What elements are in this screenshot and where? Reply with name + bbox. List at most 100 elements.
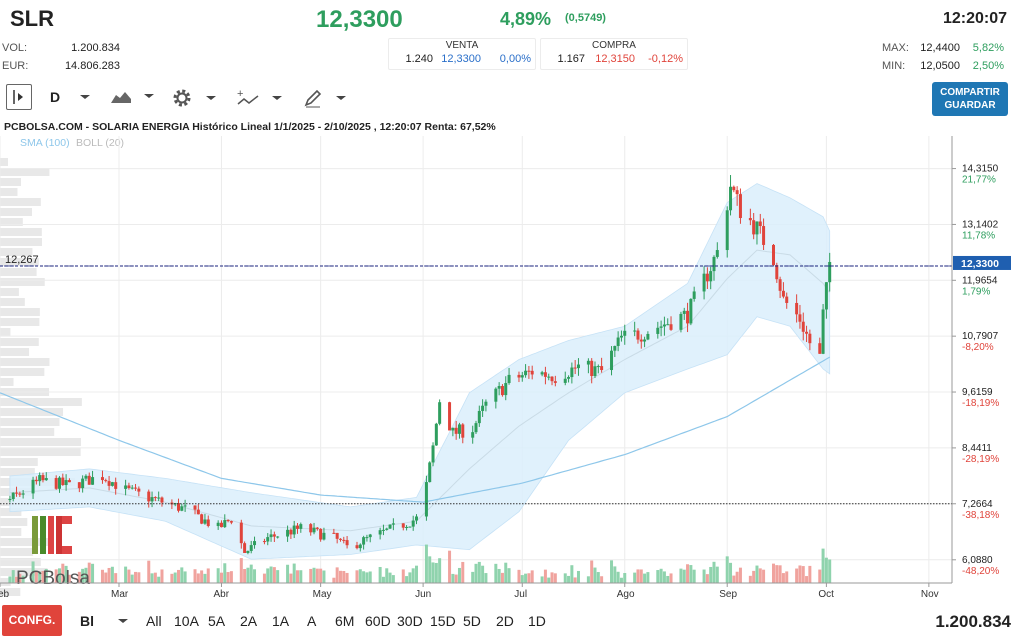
candle-body	[342, 539, 346, 541]
candle-body	[31, 479, 35, 494]
y-tick-label: 11,9654	[962, 275, 998, 286]
save-label: GUARDAR	[944, 100, 996, 111]
sma-indicator-label[interactable]: SMA (100)	[20, 137, 70, 149]
svg-text:+: +	[237, 88, 243, 100]
x-tick-label: Ago	[617, 589, 635, 600]
candle-body	[821, 309, 825, 354]
chart-type-select[interactable]	[110, 88, 156, 104]
min-pct: 2,50%	[972, 60, 1004, 72]
candle-body	[34, 479, 38, 482]
profile-bar	[0, 288, 19, 296]
candle-body	[527, 370, 531, 372]
candle-body	[15, 492, 19, 494]
period-10a[interactable]: 10A	[174, 613, 199, 629]
volume-bar	[712, 561, 716, 583]
share-label: COMPARTIR	[940, 87, 1000, 98]
toggle-panel-button[interactable]	[6, 84, 32, 110]
interval-select[interactable]: D	[50, 89, 92, 105]
candle-body	[434, 423, 438, 446]
config-button[interactable]: CONFG.	[2, 605, 62, 636]
y-tick-label: 6,0880	[962, 555, 993, 566]
profile-bar	[0, 558, 41, 566]
volume-bar	[160, 569, 164, 583]
candle-body	[785, 296, 789, 303]
profile-bar	[0, 218, 23, 226]
period-5d[interactable]: 5D	[463, 613, 481, 629]
profile-bar	[0, 298, 25, 306]
chevron-down-icon	[117, 619, 128, 623]
candle-body	[134, 487, 138, 489]
period-30d[interactable]: 30D	[397, 613, 423, 629]
profile-bar	[0, 348, 30, 356]
period-1a[interactable]: 1A	[272, 613, 290, 629]
candle-body	[100, 477, 104, 481]
candle-body	[553, 381, 557, 383]
volume-bar	[342, 571, 346, 583]
min-label: MIN:	[882, 60, 906, 72]
profile-bar	[0, 158, 9, 166]
profile-bar	[0, 168, 50, 176]
y-tick-label: 13,1402	[962, 219, 999, 230]
profile-bar	[0, 368, 45, 376]
profile-bar	[0, 538, 51, 546]
drawing-tools-select[interactable]	[302, 87, 348, 109]
candle-body	[110, 482, 114, 486]
candle-body	[292, 525, 296, 535]
period-60d[interactable]: 60D	[365, 613, 391, 629]
volume-bar	[408, 572, 412, 583]
period-a[interactable]: A	[307, 613, 317, 629]
volume-bar	[550, 572, 554, 583]
candle-body	[226, 520, 230, 522]
candle-body	[67, 480, 71, 483]
period-6m[interactable]: 6M	[335, 613, 355, 629]
boll-indicator-label[interactable]: BOLL (20)	[76, 137, 125, 149]
volume-bar	[223, 563, 227, 583]
volume-bar	[547, 577, 551, 583]
candle-body	[239, 522, 243, 544]
panel-toggle-icon	[13, 90, 23, 104]
candle-body	[365, 537, 369, 539]
period-all[interactable]: All	[146, 613, 162, 629]
period-2d[interactable]: 2D	[496, 613, 514, 629]
volume-bar	[216, 568, 220, 583]
settings-select[interactable]	[170, 86, 218, 110]
indicators-select[interactable]: +	[236, 87, 284, 109]
pencil-icon	[304, 89, 322, 108]
candle-body	[563, 378, 567, 383]
candle-body	[543, 372, 547, 377]
bl-select[interactable]: Bl	[80, 613, 130, 629]
candle-body	[54, 478, 58, 489]
candle-body	[772, 244, 775, 266]
candle-body	[702, 273, 706, 292]
volume-bar	[38, 571, 42, 583]
volume-bar	[196, 573, 200, 583]
compra-box: COMPRA 1.167 12,3150 -0,12%	[540, 38, 688, 70]
volume-bar	[451, 573, 455, 583]
volume-bar	[735, 571, 739, 583]
candle-body	[276, 536, 280, 538]
candle-body	[206, 519, 210, 527]
change-percent: 4,89%	[500, 9, 552, 29]
candle-body	[299, 524, 303, 529]
period-1d[interactable]: 1D	[528, 613, 546, 629]
volume-bar	[170, 573, 174, 583]
venta-box: VENTA 1.240 12,3300 0,00%	[388, 38, 536, 70]
period-15d[interactable]: 15D	[430, 613, 456, 629]
candle-body	[183, 505, 187, 507]
chevron-down-icon	[272, 96, 282, 100]
interval-value: D	[50, 89, 61, 105]
x-tick-label: May	[313, 589, 332, 600]
volume-bar	[388, 572, 392, 583]
candle-body	[530, 370, 534, 375]
period-5a[interactable]: 5A	[208, 613, 226, 629]
volume-bar	[623, 573, 627, 583]
share-save-button[interactable]: COMPARTIR GUARDAR	[932, 82, 1008, 116]
candle-body	[474, 423, 478, 433]
period-2a[interactable]: 2A	[240, 613, 258, 629]
candle-body	[729, 186, 733, 211]
volume-bar	[596, 572, 600, 583]
candle-body	[84, 475, 88, 479]
volume-bar	[471, 571, 475, 583]
y-tick-pct: 21,77%	[962, 175, 996, 186]
